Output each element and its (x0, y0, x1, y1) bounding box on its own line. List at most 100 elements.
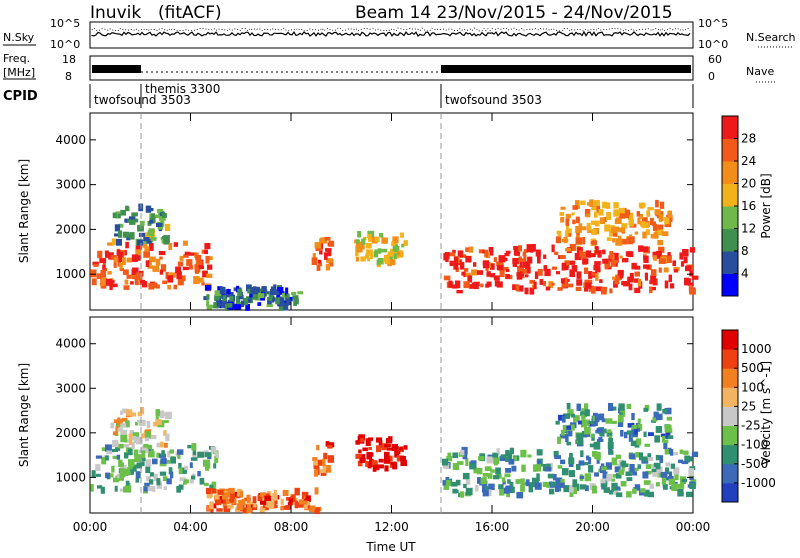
velocity-data-cell (688, 468, 695, 476)
velocity-data-cell (378, 464, 384, 469)
power-data-cell (366, 249, 373, 257)
velocity-data-cell (520, 478, 525, 487)
velocity-data-cell (147, 486, 154, 492)
power-data-cell (148, 283, 155, 290)
power-data-cell (159, 216, 166, 221)
velocity-data-cell (584, 409, 590, 417)
power-data-cell (537, 268, 543, 276)
power-data-cell (152, 265, 159, 272)
power-data-cell (135, 272, 143, 281)
power-data-cell (276, 292, 281, 299)
velocity-data-cell (176, 486, 181, 493)
power-data-cell (584, 279, 590, 284)
velocity-data-cell (613, 487, 619, 496)
velocity-data-cell (477, 467, 483, 475)
velocity-data-cell (246, 494, 251, 503)
velocity-data-cell (599, 432, 605, 437)
power-data-cell (589, 253, 596, 258)
velocity-data-cell (241, 498, 246, 505)
velocity-data-cell (549, 488, 555, 495)
power-data-cell (463, 281, 470, 288)
velocity-data-cell (229, 496, 235, 503)
power-data-cell (473, 262, 477, 267)
velocity-data-cell (483, 486, 490, 493)
velocity-data-cell (607, 429, 612, 434)
velocity-data-cell (621, 467, 625, 472)
power-data-cell (316, 264, 321, 271)
velocity-data-cell (614, 466, 621, 473)
velocity-data-cell (580, 450, 584, 457)
velocity-data-cell (586, 419, 590, 426)
power-data-cell (559, 255, 566, 259)
power-data-cell (522, 268, 528, 274)
velocity-data-cell (322, 458, 326, 467)
velocity-data-cell (487, 473, 493, 479)
velocity-data-cell (249, 504, 256, 511)
velocity-data-cell (650, 463, 656, 468)
power-data-cell (204, 284, 212, 291)
power-data-cell (471, 269, 477, 276)
velocity-data-cell (115, 446, 121, 451)
mode-title: (fitACF) (158, 3, 222, 23)
velocity-data-cell (651, 468, 657, 474)
power-data-cell (129, 232, 135, 240)
power-data-cell (397, 251, 401, 256)
velocity-data-cell (366, 451, 373, 460)
power-data-cell (489, 249, 494, 256)
power-data-cell (543, 265, 548, 272)
velocity-data-cell (128, 459, 135, 467)
velocity-data-cell (376, 464, 380, 471)
velocity-data-cell (222, 502, 227, 507)
velocity-data-cell (138, 449, 142, 453)
power-data-cell (535, 249, 541, 257)
power-data-cell (571, 265, 578, 269)
velocity-data-cell (566, 441, 572, 446)
velocity-data-cell (165, 411, 172, 420)
velocity-data-cell (169, 449, 174, 454)
velocity-data-cell (360, 438, 365, 443)
freq-band-1 (92, 65, 141, 73)
velocity-colorbar-tick-label: 1000 (741, 342, 772, 356)
power-data-cell (658, 247, 665, 253)
velocity-colorbar-tick-label: -100 (741, 438, 768, 452)
velocity-data-cell (618, 469, 625, 475)
velocity-data-cell (508, 486, 515, 493)
power-data-cell (403, 240, 408, 246)
velocity-data-cell (327, 445, 333, 449)
velocity-data-cell (101, 457, 107, 465)
power-data-cell (324, 252, 328, 260)
nsearch-tick-low: 10^0 (698, 38, 728, 51)
velocity-data-cell (132, 464, 137, 472)
velocity-data-cell (325, 464, 331, 471)
velocity-data-cell (591, 451, 598, 457)
power-data-cell (275, 297, 280, 305)
velocity-data-cell (512, 456, 518, 462)
velocity-data-cell (134, 421, 139, 426)
velocity-data-cell (588, 421, 594, 425)
power-data-cell (144, 246, 150, 252)
power-data-cell (139, 220, 145, 226)
velocity-data-cell (357, 460, 363, 467)
power-data-cell (672, 260, 676, 267)
power-data-cell (609, 251, 614, 259)
power-data-cell (91, 278, 97, 286)
power-data-cell (168, 243, 173, 250)
power-data-cell (575, 216, 580, 224)
velocity-colorbar-tick-label: -25 (741, 419, 761, 433)
power-data-cell (498, 255, 506, 263)
power-data-cell (624, 209, 631, 216)
velocity-data-cell (623, 463, 629, 467)
velocity-data-cell (477, 477, 482, 484)
velocity-data-cell (572, 479, 578, 488)
power-data-cell (360, 243, 365, 250)
velocity-data-cell (144, 437, 149, 442)
power-data-cell (611, 227, 618, 234)
power-data-cell (609, 288, 613, 294)
power-data-cell (539, 279, 544, 285)
velocity-data-cell (447, 452, 452, 459)
velocity-data-cell (190, 457, 198, 461)
velocity-data-cell (608, 403, 613, 411)
velocity-data-cell (137, 411, 143, 417)
power-data-cell (143, 251, 150, 258)
power-data-cell (184, 251, 191, 256)
